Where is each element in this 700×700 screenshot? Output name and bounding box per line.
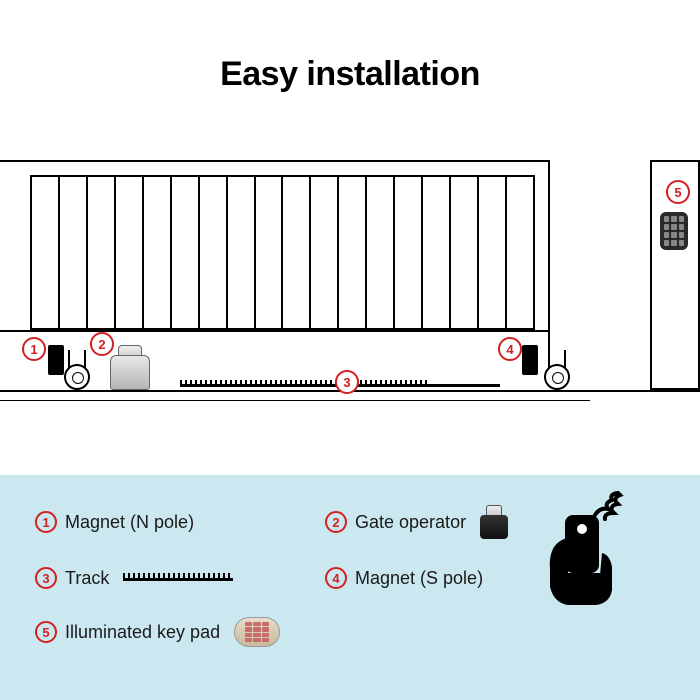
under-line: [0, 400, 590, 401]
gate-bars: [30, 175, 535, 330]
legend-label: Track: [65, 568, 109, 589]
legend-item-3: 3 Track: [35, 567, 305, 589]
gate-wheel-left: [64, 364, 90, 390]
keypad-icon: [234, 617, 280, 647]
legend-item-5: 5 Illuminated key pad: [35, 617, 305, 647]
marker-3: 3: [335, 370, 359, 394]
gate-operator-icon: [480, 505, 508, 539]
legend-label: Magnet (S pole): [355, 568, 483, 589]
marker-1: 1: [22, 337, 46, 361]
legend-label: Illuminated key pad: [65, 622, 220, 643]
marker-5: 5: [666, 180, 690, 204]
magnet-n: [48, 345, 64, 375]
legend-label: Magnet (N pole): [65, 512, 194, 533]
legend-num: 5: [35, 621, 57, 643]
legend-num: 3: [35, 567, 57, 589]
legend-num: 2: [325, 511, 347, 533]
gate-wheel-right: [544, 364, 570, 390]
marker-2: 2: [90, 332, 114, 356]
legend-label: Gate operator: [355, 512, 466, 533]
remote-hand-icon: [520, 475, 655, 610]
installation-diagram: 1 2 3 4 5: [0, 160, 700, 440]
page-title: Easy installation: [0, 0, 700, 94]
legend-panel: 1 Magnet (N pole) 2 Gate operator 3 Track 4 Mag…: [0, 475, 700, 700]
legend-num: 1: [35, 511, 57, 533]
keypad-on-post: [660, 212, 688, 250]
magnet-s: [522, 345, 538, 375]
legend-item-1: 1 Magnet (N pole): [35, 505, 305, 539]
track-icon: [123, 573, 233, 583]
gate-bottom-rail: [0, 330, 550, 332]
marker-4: 4: [498, 337, 522, 361]
legend-num: 4: [325, 567, 347, 589]
